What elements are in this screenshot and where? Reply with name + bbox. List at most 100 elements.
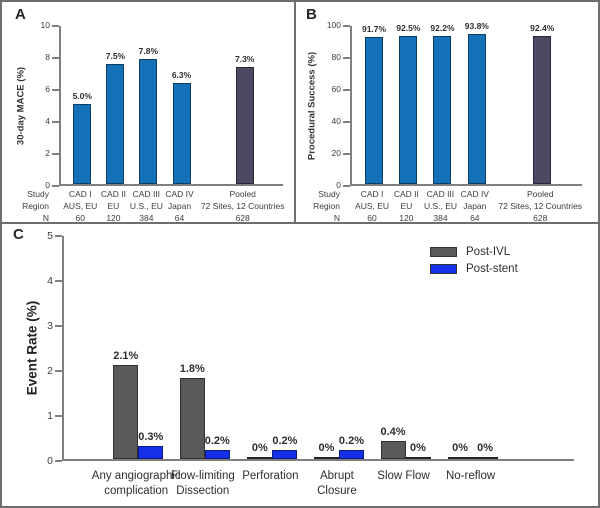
bar-value-label: 91.7% xyxy=(361,24,387,35)
bar-post-stent xyxy=(338,450,364,459)
panel-b-letter: B xyxy=(306,6,317,23)
y-tick-label: 0 xyxy=(47,455,53,467)
y-tick-mark xyxy=(52,89,59,91)
y-tick-mark xyxy=(55,325,62,327)
axis-row-cell: Pooled xyxy=(229,189,256,199)
y-tick-mark xyxy=(55,370,62,372)
bar-cad-i xyxy=(73,104,92,184)
bar-value-label: 0.2% xyxy=(338,435,364,447)
axis-row-cell: 120 xyxy=(106,213,121,223)
y-tick-label: 0 xyxy=(45,180,50,190)
axis-row-cell: Pooled xyxy=(527,189,554,199)
axis-row-header: N xyxy=(333,213,340,223)
bar-cad-i xyxy=(365,37,384,184)
legend-item-post-stent: Post-stent xyxy=(430,263,518,275)
axis-row-cell: CAD II xyxy=(393,189,419,199)
panel-c-angiographic-complications-chart: C Event Rate (%) 0 1 2 3 4 5 2.1% 1.8% 0% 0% 0.4% 0… xyxy=(2,224,598,506)
axis-row-cell: CAD I xyxy=(68,189,92,199)
bar-value-label: 0% xyxy=(318,442,335,454)
bar-value-label: 92.5% xyxy=(396,23,421,33)
bar-pooled xyxy=(235,67,254,184)
bar-value-label: 0% xyxy=(452,442,469,454)
y-tick-label: 10 xyxy=(40,20,50,30)
panel-b-procedural-success-chart: B Procedural Success (%) 0 20 40 60 80 100 91.… xyxy=(296,2,598,223)
axis-row-cell: 628 xyxy=(533,213,548,223)
bar-post-stent xyxy=(472,457,498,459)
category-label: Abrupt Closure xyxy=(317,470,357,497)
bar-value-label: 7.8% xyxy=(138,46,159,57)
bar-cad-iv xyxy=(172,83,191,184)
axis-row-cell: 72 Sites, 12 Countries xyxy=(498,201,583,211)
bar-value-label: 1.8% xyxy=(179,363,205,375)
axis-row-cell: EU xyxy=(107,201,120,211)
panel-a-letter: A xyxy=(15,6,26,23)
panel-b-plot-area: 0 20 40 60 80 100 91.7% 92.5% 92.2% 93.8% 92.4% xyxy=(327,20,582,190)
axis-row-cell: Japan xyxy=(167,201,192,211)
axis-row-cell: EU xyxy=(400,201,413,211)
y-tick-mark xyxy=(52,121,59,123)
bar-value-label: 6.3% xyxy=(171,70,192,81)
panel-a-30day-mace-chart: A 30-day MACE (%) 0 2 4 6 8 10 5.0% 7.5% 7.8% 6.3… xyxy=(2,2,296,223)
bar-cad-iv xyxy=(467,33,486,184)
y-tick-label: 40 xyxy=(331,116,341,126)
bar-value-label: 0.2% xyxy=(272,435,298,447)
axis-row-cell: CAD III xyxy=(426,189,455,199)
bar-post-ivl xyxy=(447,457,473,459)
axis-row-cell: 64 xyxy=(174,213,185,223)
category-label: Slow Flow xyxy=(377,470,430,482)
y-tick-mark xyxy=(55,460,62,462)
y-tick-label: 100 xyxy=(326,20,341,30)
bar-post-stent xyxy=(204,450,230,459)
category-label: Any angiographic complication xyxy=(91,470,181,497)
y-tick-label: 2 xyxy=(45,148,50,158)
axis-row-header: Region xyxy=(22,201,49,211)
y-tick-label: 8 xyxy=(45,52,50,62)
axis-row-cell: 384 xyxy=(433,213,448,223)
bar-post-ivl xyxy=(247,457,273,459)
legend-swatch-icon xyxy=(430,264,457,274)
bar-pooled xyxy=(533,36,552,184)
y-tick-mark xyxy=(55,280,62,282)
bar-cad-iii xyxy=(433,36,452,184)
axis-row-cell: CAD III xyxy=(132,189,161,199)
axis-row-cell: CAD II xyxy=(100,189,126,199)
bar-value-label: 7.5% xyxy=(105,51,126,61)
bar-value-label: 93.8% xyxy=(464,20,489,31)
axis-row-cell: Japan xyxy=(463,201,487,211)
panel-c-plot-area: 0 1 2 3 4 5 2.1% 1.8% 0% 0% 0.4% 0% 0.3% 0.2% 0.2% 0.2%… xyxy=(47,230,574,467)
bar-value-label: 0% xyxy=(477,442,494,454)
bar-value-label: 7.3% xyxy=(234,54,255,65)
bar-value-label: 5.0% xyxy=(72,91,92,101)
bar-post-stent xyxy=(405,457,431,459)
bar-value-label: 92.2% xyxy=(430,23,455,34)
y-tick-label: 4 xyxy=(45,116,50,126)
y-tick-label: 80 xyxy=(331,52,341,62)
bar-post-ivl xyxy=(113,364,139,459)
y-tick-label: 1 xyxy=(47,410,53,422)
y-tick-mark xyxy=(343,25,350,27)
bar-post-ivl xyxy=(179,378,205,459)
axis-row-cell: 628 xyxy=(235,213,250,223)
legend-label: Post-stent xyxy=(466,263,518,275)
axis-row-cell: CAD I xyxy=(360,189,384,199)
legend-swatch-icon xyxy=(430,247,457,257)
axis-row-cell: AUS, EU xyxy=(355,201,390,211)
panel-b-y-axis-title: Procedural Success (%) xyxy=(306,51,318,161)
panel-a-y-axis-title: 30-day MACE (%) xyxy=(15,66,27,146)
bar-post-stent xyxy=(272,450,298,459)
axis-row-cell: CAD IV xyxy=(460,189,489,199)
bar-cad-ii xyxy=(399,36,418,184)
y-tick-label: 6 xyxy=(45,84,50,94)
axis-row-cell: U.S., EU xyxy=(423,201,457,211)
bar-value-label: 0.4% xyxy=(380,426,406,438)
axis-row-cell: CAD IV xyxy=(165,189,194,199)
y-tick-mark xyxy=(55,415,62,417)
axis-row-cell: 60 xyxy=(367,213,377,223)
y-tick-label: 60 xyxy=(331,84,341,94)
y-tick-label: 20 xyxy=(331,148,341,158)
axis-row-header: Study xyxy=(318,189,340,199)
y-tick-mark xyxy=(343,89,350,91)
bar-post-ivl xyxy=(380,441,406,459)
y-tick-label: 3 xyxy=(47,320,53,332)
